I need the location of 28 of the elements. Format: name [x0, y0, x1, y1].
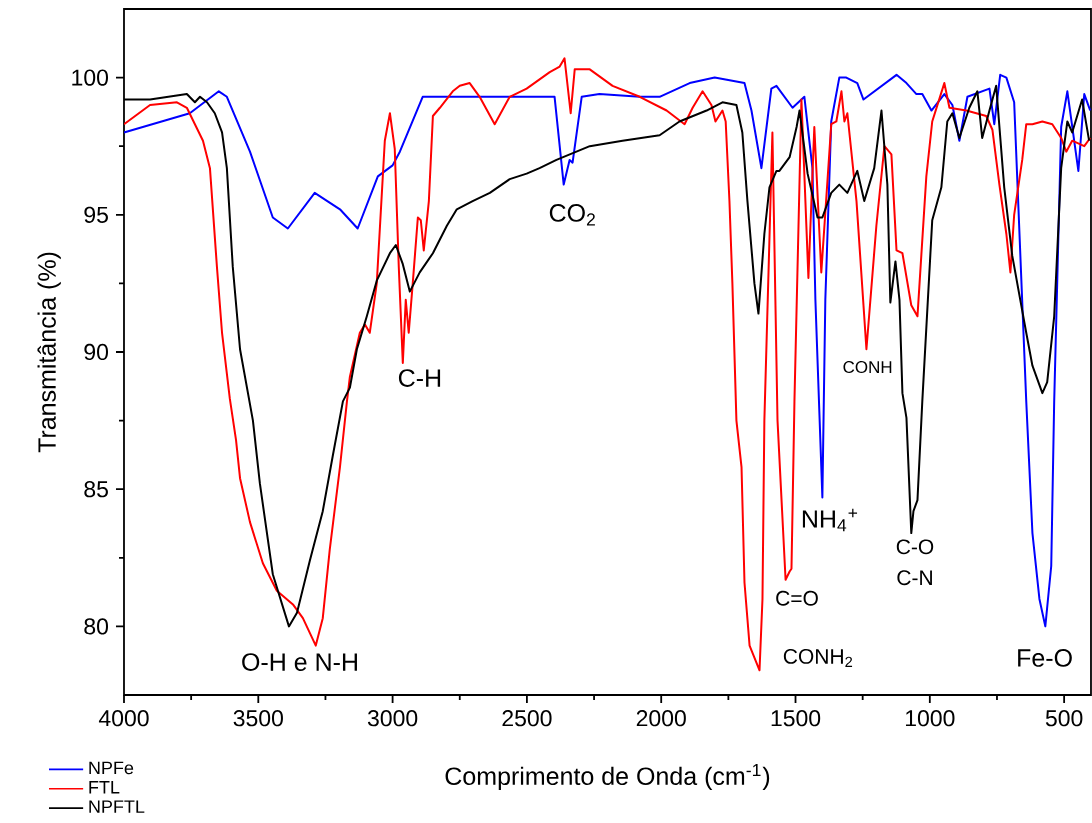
x-tick-label: 4000 [98, 710, 149, 727]
y-tick-label: 85 [84, 481, 108, 498]
x-tick-label: 1000 [905, 710, 955, 727]
y-tick-label: 95 [84, 206, 108, 223]
annotation: CONH$_{2}$ [783, 648, 853, 667]
y-tick-label: 100 [72, 69, 109, 86]
x-tick-label: 2500 [502, 710, 552, 727]
x-tick-label: 3000 [367, 710, 418, 727]
x-tick-label: 2000 [636, 710, 686, 727]
y-tick-label: 80 [84, 618, 109, 635]
annotation: Fe-O [1018, 649, 1072, 667]
legend-label: NPFe [89, 761, 134, 775]
annotation: NH$_{4}$+ [802, 508, 858, 532]
x-axis-title: Comprimento de Onda (cm$^{-1}$) [445, 764, 770, 790]
annotation: C-H [398, 369, 441, 387]
x-tick-label: 1500 [771, 710, 821, 727]
annotation: CONH [843, 361, 892, 374]
legend-label: FTL [89, 781, 120, 794]
x-tick-label: 3500 [233, 710, 283, 727]
annotation: C=O [776, 590, 818, 606]
annotation: O-H e N-H [242, 653, 357, 671]
x-tick-label: 500 [1045, 710, 1083, 727]
annotation: C-O [896, 539, 934, 555]
y-axis-title: Transmitância (%) [37, 252, 61, 453]
annotation: CO$_{2}$ [549, 204, 595, 226]
y-tick-label: 90 [84, 343, 109, 361]
annotation: C-N [897, 570, 932, 586]
legend-label: NPFTL [89, 800, 145, 813]
